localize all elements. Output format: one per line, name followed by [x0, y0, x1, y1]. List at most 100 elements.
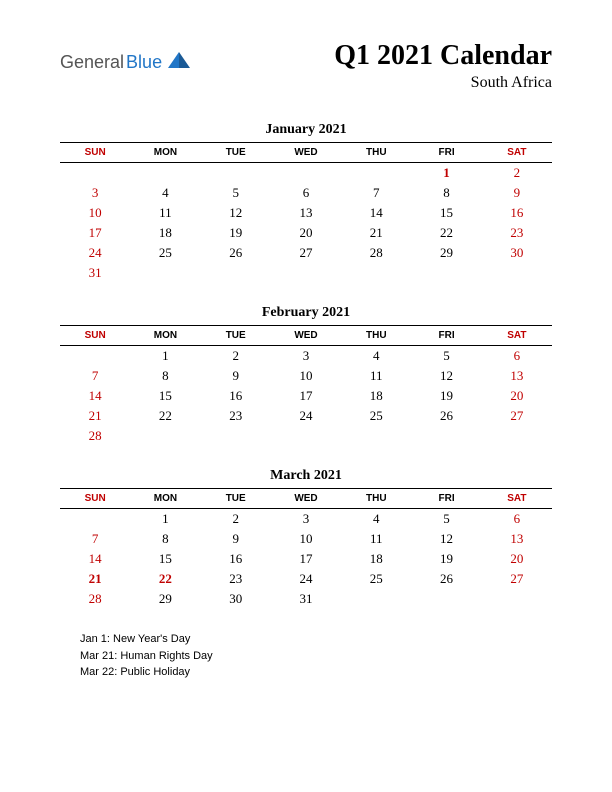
calendar-table: SUNMONTUEWEDTHUFRISAT1234567891011121314… — [60, 142, 552, 283]
calendar-cell: 21 — [60, 406, 130, 426]
logo: General Blue — [60, 40, 190, 73]
calendar-cell — [60, 163, 130, 184]
calendar-cell — [201, 426, 271, 446]
calendar-cell: 21 — [341, 223, 411, 243]
calendar-row: 14151617181920 — [60, 386, 552, 406]
calendar-cell: 20 — [482, 549, 552, 569]
page-subtitle: South Africa — [334, 74, 552, 92]
calendar-row: 28293031 — [60, 589, 552, 609]
day-header: SUN — [60, 489, 130, 509]
calendar-cell: 20 — [482, 386, 552, 406]
calendar-cell — [341, 589, 411, 609]
day-header: SAT — [482, 489, 552, 509]
calendar-row: 21222324252627 — [60, 569, 552, 589]
calendar-cell: 8 — [411, 183, 481, 203]
calendar-cell: 27 — [482, 569, 552, 589]
calendar-row: 31 — [60, 263, 552, 283]
calendar-cell: 1 — [130, 346, 200, 367]
calendar-cell: 15 — [130, 386, 200, 406]
calendar-cell: 9 — [201, 529, 271, 549]
calendar-cell: 14 — [60, 549, 130, 569]
day-header: TUE — [201, 143, 271, 163]
calendar-cell: 11 — [341, 366, 411, 386]
logo-text-blue: Blue — [126, 52, 162, 73]
day-header: FRI — [411, 489, 481, 509]
month-name: January 2021 — [60, 122, 552, 138]
day-header: SUN — [60, 326, 130, 346]
day-header: THU — [341, 489, 411, 509]
calendar-cell: 30 — [201, 589, 271, 609]
calendar-cell — [201, 163, 271, 184]
calendar-cell: 30 — [482, 243, 552, 263]
calendar-row: 78910111213 — [60, 529, 552, 549]
calendar-cell: 8 — [130, 529, 200, 549]
calendar-cell — [271, 163, 341, 184]
calendar-cell: 1 — [411, 163, 481, 184]
calendar-cell: 16 — [201, 386, 271, 406]
day-header: MON — [130, 143, 200, 163]
calendar-cell: 14 — [341, 203, 411, 223]
day-header: THU — [341, 143, 411, 163]
calendar-cell: 28 — [60, 589, 130, 609]
holiday-item: Mar 22: Public Holiday — [80, 664, 552, 681]
calendar-row: 17181920212223 — [60, 223, 552, 243]
calendar-cell: 22 — [130, 569, 200, 589]
calendar-row: 123456 — [60, 346, 552, 367]
month-block: March 2021SUNMONTUEWEDTHUFRISAT123456789… — [60, 468, 552, 609]
calendar-cell: 22 — [130, 406, 200, 426]
calendar-cell: 24 — [60, 243, 130, 263]
calendar-cell: 11 — [130, 203, 200, 223]
calendar-cell — [201, 263, 271, 283]
calendar-cell: 22 — [411, 223, 481, 243]
calendar-cell: 23 — [482, 223, 552, 243]
month-block: January 2021SUNMONTUEWEDTHUFRISAT1234567… — [60, 122, 552, 283]
calendar-cell — [482, 589, 552, 609]
calendar-row: 123456 — [60, 509, 552, 530]
calendar-cell: 23 — [201, 569, 271, 589]
day-header: SAT — [482, 326, 552, 346]
calendar-cell: 23 — [201, 406, 271, 426]
calendar-cell: 17 — [60, 223, 130, 243]
calendar-cell — [482, 426, 552, 446]
calendar-cell: 12 — [411, 366, 481, 386]
logo-icon — [168, 52, 190, 73]
day-header: SUN — [60, 143, 130, 163]
header: General Blue Q1 2021 Calendar South Afri… — [60, 40, 552, 92]
calendar-cell: 7 — [60, 366, 130, 386]
day-header: MON — [130, 326, 200, 346]
calendar-cell: 26 — [411, 406, 481, 426]
calendar-cell: 25 — [341, 406, 411, 426]
calendar-cell: 29 — [411, 243, 481, 263]
calendar-cell: 10 — [271, 366, 341, 386]
calendar-cell: 15 — [130, 549, 200, 569]
calendar-cell: 16 — [201, 549, 271, 569]
calendar-cell — [60, 346, 130, 367]
calendar-cell: 19 — [201, 223, 271, 243]
calendar-cell: 13 — [482, 529, 552, 549]
calendar-cell — [482, 263, 552, 283]
calendar-cell: 13 — [271, 203, 341, 223]
calendar-cell: 5 — [411, 346, 481, 367]
page-title: Q1 2021 Calendar — [334, 40, 552, 72]
calendar-cell: 19 — [411, 386, 481, 406]
logo-text-general: General — [60, 52, 124, 73]
day-header: WED — [271, 326, 341, 346]
calendar-cell: 27 — [271, 243, 341, 263]
calendar-cell: 21 — [60, 569, 130, 589]
calendar-cell — [271, 426, 341, 446]
day-header: TUE — [201, 326, 271, 346]
calendar-cell: 6 — [482, 509, 552, 530]
calendar-cell: 12 — [411, 529, 481, 549]
calendar-row: 21222324252627 — [60, 406, 552, 426]
calendar-cell: 5 — [411, 509, 481, 530]
calendar-cell: 28 — [341, 243, 411, 263]
calendar-cell: 17 — [271, 549, 341, 569]
calendar-cell: 26 — [201, 243, 271, 263]
calendar-cell: 29 — [130, 589, 200, 609]
calendar-cell: 17 — [271, 386, 341, 406]
calendar-cell: 24 — [271, 406, 341, 426]
calendar-cell: 4 — [130, 183, 200, 203]
calendar-cell — [411, 426, 481, 446]
calendar-cell — [271, 263, 341, 283]
calendar-cell: 28 — [60, 426, 130, 446]
